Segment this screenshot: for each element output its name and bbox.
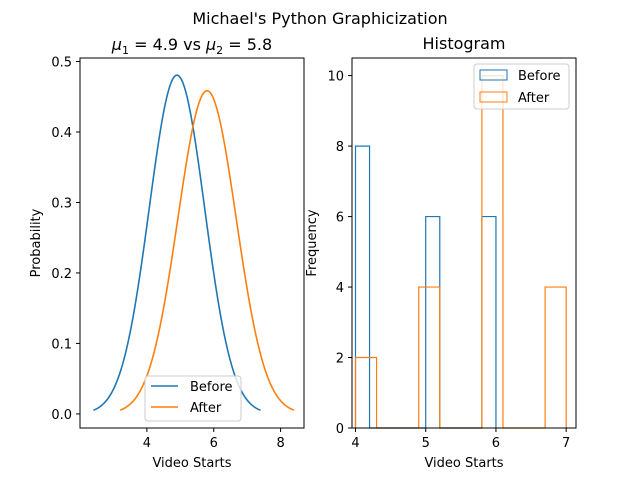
density-y-tick-label: 0.1 — [51, 337, 72, 352]
histogram-x-tick-label: 7 — [562, 436, 570, 451]
density-legend-before-label: Before — [190, 380, 233, 395]
histogram-x-tick-label: 4 — [351, 436, 359, 451]
figure-suptitle: Michael's Python Graphicization — [192, 9, 447, 28]
density-x-tick-label: 8 — [276, 436, 284, 451]
histogram-y-label: Frequency — [305, 209, 320, 276]
histogram-y-tick-label: 10 — [327, 70, 344, 85]
density-curve-after — [119, 89, 295, 411]
histogram-x-ticks: 4 5 6 7 — [351, 428, 570, 451]
density-legend-box — [144, 375, 242, 422]
histogram-x-tick-label: 6 — [492, 436, 500, 451]
density-axes-frame — [79, 57, 305, 429]
density-curves — [93, 74, 295, 412]
density-x-tick-label: 4 — [143, 436, 151, 451]
histogram-legend: Before After — [473, 63, 570, 110]
histogram-y-tick-label: 4 — [336, 281, 344, 296]
histogram-legend-box — [473, 63, 570, 110]
density-x-label: Video Starts — [152, 456, 231, 471]
histogram-legend-after-label: After — [518, 91, 550, 106]
histogram-y-tick-label: 2 — [336, 352, 344, 367]
histogram-x-label: Video Starts — [424, 456, 503, 471]
histogram-legend-before-swatch — [479, 69, 508, 81]
histogram-subplot: Histogram 4 5 6 7 0 2 4 6 8 10 Video Starts Freq… — [305, 34, 577, 471]
density-y-ticks: 0.0 0.1 0.2 0.3 0.4 0.5 — [51, 56, 80, 423]
histogram-title: Histogram — [423, 34, 506, 53]
histogram-y-ticks: 0 2 4 6 8 10 — [327, 70, 352, 437]
density-y-tick-label: 0.3 — [51, 196, 72, 211]
density-y-label: Probability — [29, 208, 44, 277]
histogram-legend-before-label: Before — [518, 69, 561, 84]
density-y-tick-label: 0.0 — [51, 408, 72, 423]
histogram-legend-after-swatch — [479, 91, 508, 103]
histogram-y-tick-label: 6 — [336, 211, 344, 226]
histogram-x-tick-label: 5 — [422, 436, 430, 451]
density-y-tick-label: 0.5 — [51, 56, 72, 71]
density-x-tick-label: 6 — [210, 436, 218, 451]
histogram-bars — [354, 75, 567, 429]
density-x-ticks: 4 6 8 — [143, 428, 285, 451]
density-legend-after-label: After — [190, 401, 222, 416]
density-legend: Before After — [144, 375, 242, 422]
density-title: μ1 = 4.9 vs μ2 = 5.8 — [111, 35, 272, 57]
density-y-tick-label: 0.4 — [51, 126, 72, 141]
histogram-y-tick-label: 0 — [336, 422, 344, 437]
histogram-y-tick-label: 8 — [336, 140, 344, 155]
histogram-step-after — [354, 75, 567, 429]
histogram-axes-frame — [351, 57, 577, 429]
density-curve-before — [93, 74, 261, 412]
density-subplot: μ1 = 4.9 vs μ2 = 5.8 4 6 8 0.0 0.1 0.2 0.3 0.4… — [29, 35, 305, 471]
density-y-tick-label: 0.2 — [51, 267, 72, 282]
